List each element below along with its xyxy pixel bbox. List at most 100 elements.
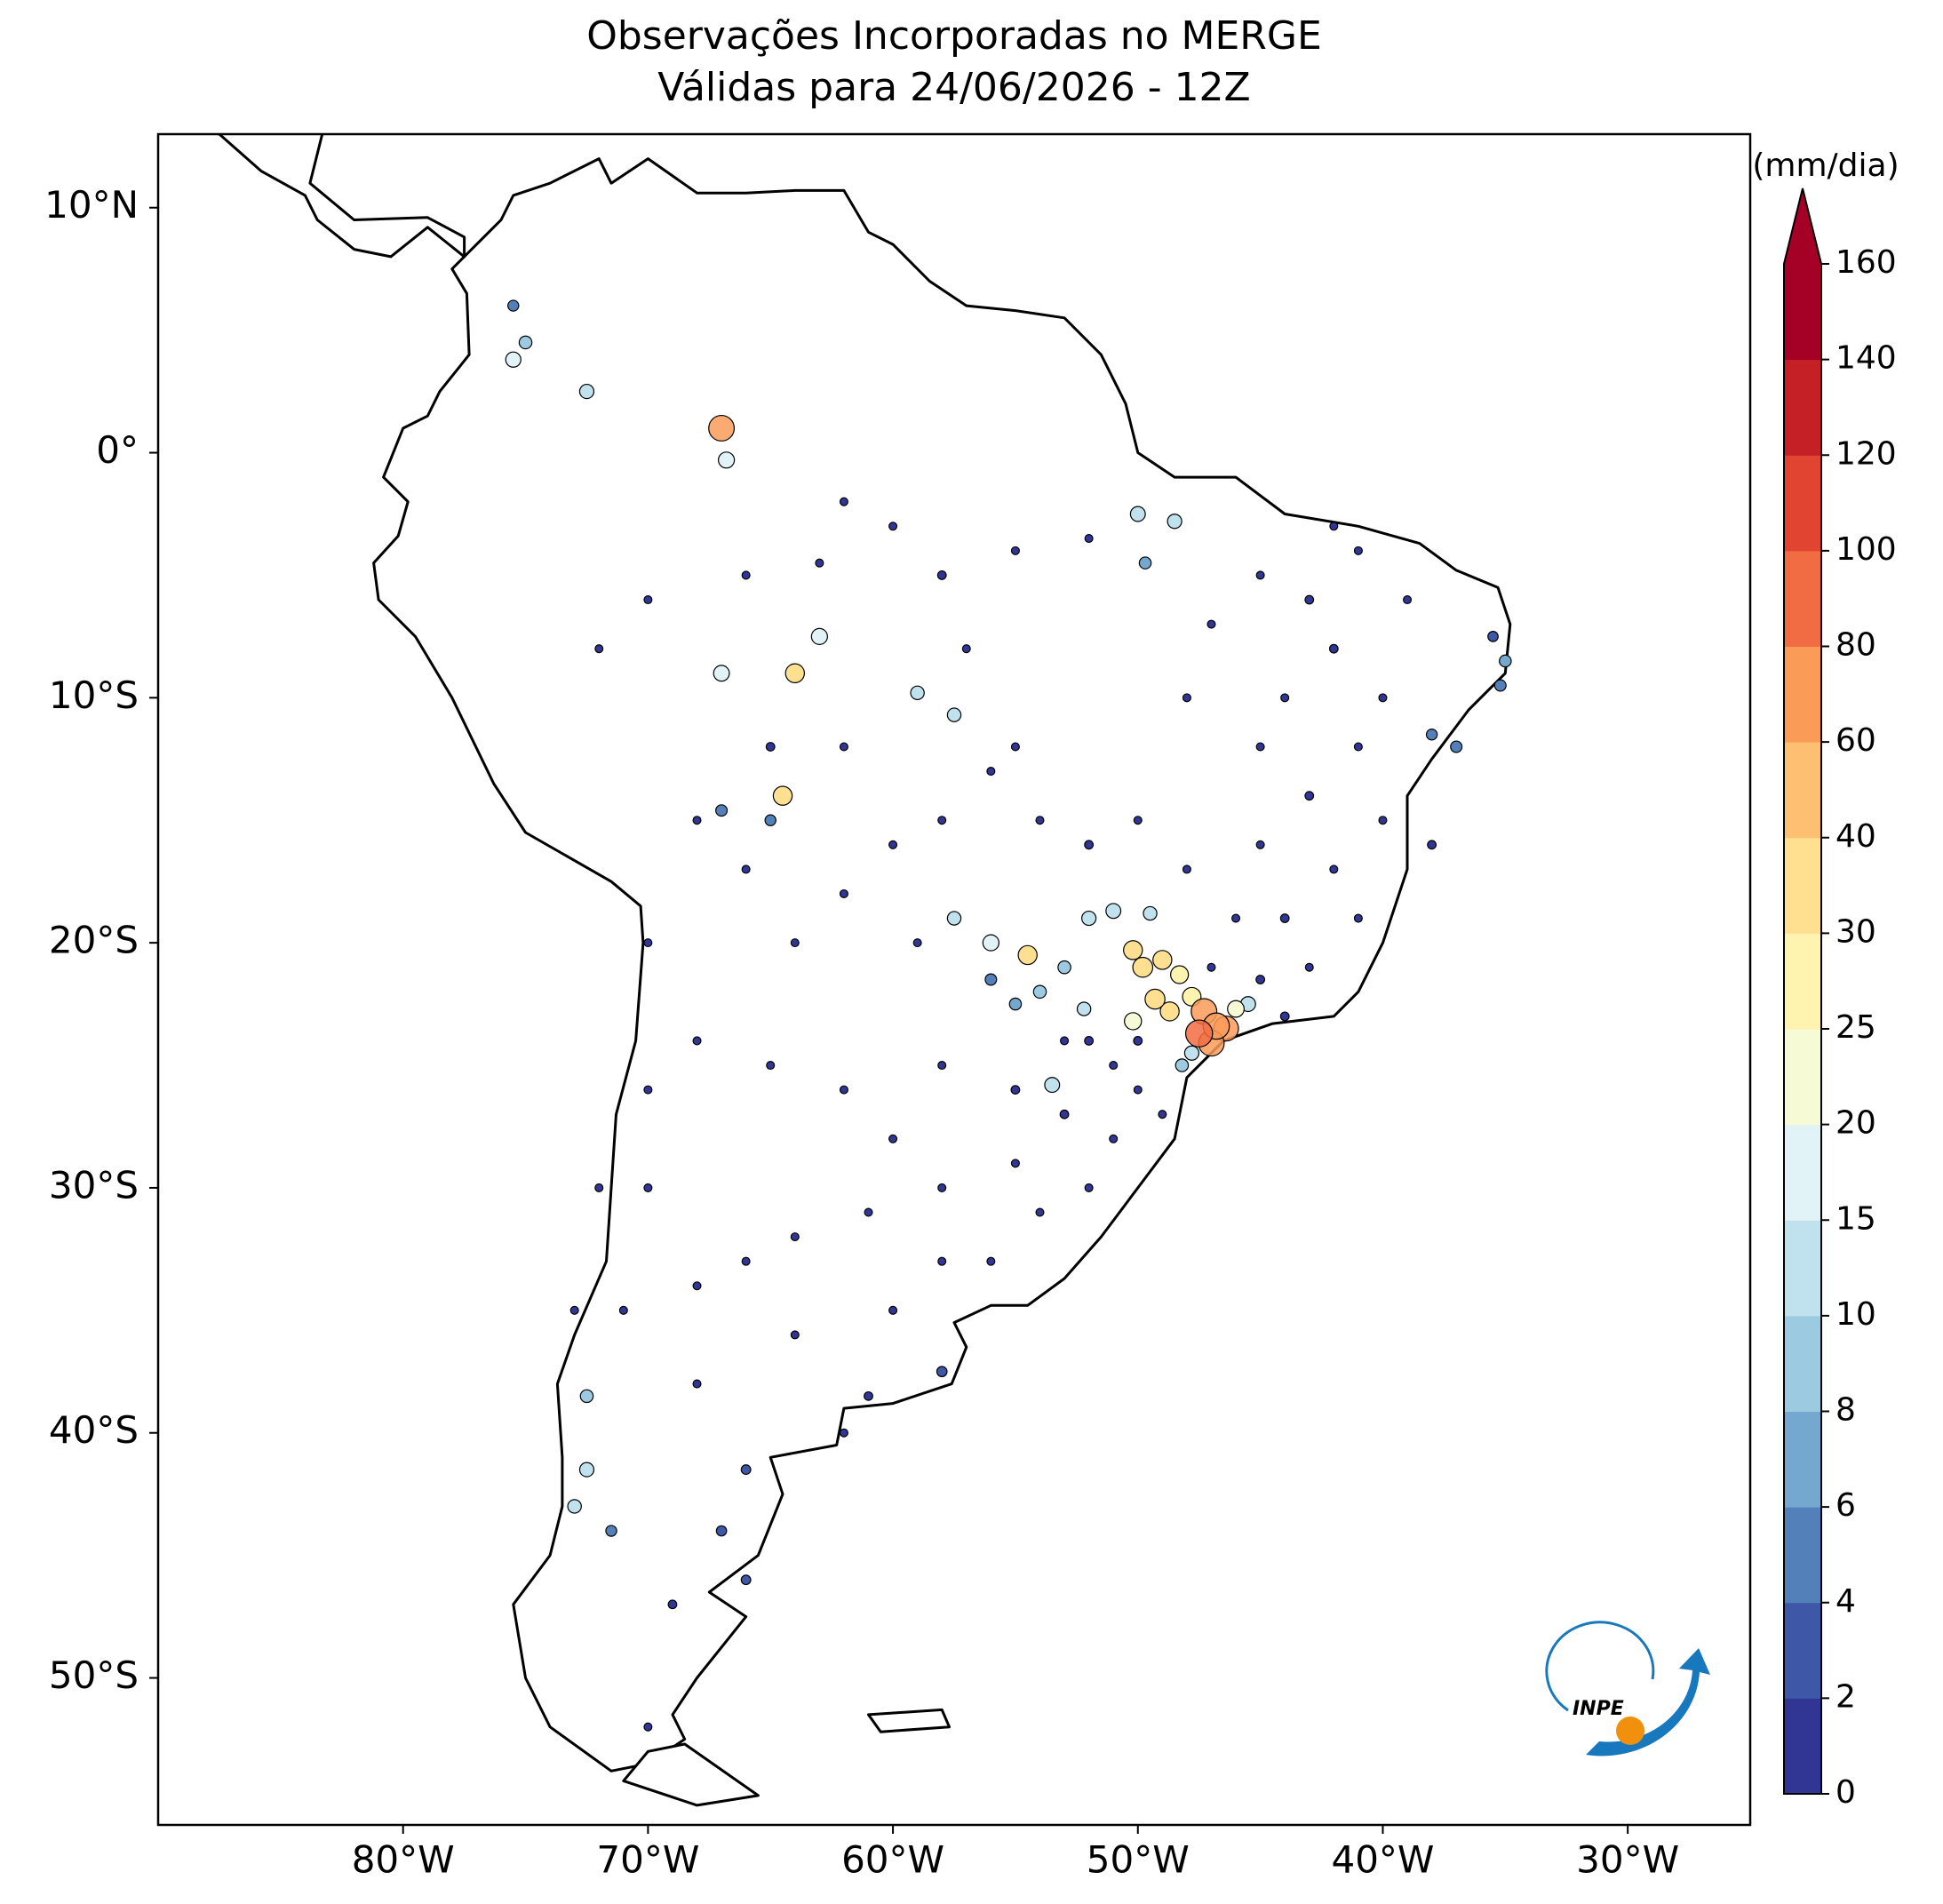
logo-orbit (1545, 1621, 1655, 1712)
observation-point (692, 816, 702, 825)
observation-point (579, 1389, 594, 1404)
colorbar-segment (1784, 1220, 1821, 1317)
observation-point (937, 1256, 947, 1266)
observation-point (937, 1183, 947, 1192)
observation-point (717, 451, 736, 469)
colorbar-tick-label: 8 (1835, 1392, 1856, 1429)
observation-point (1124, 1012, 1143, 1031)
observation-point (1081, 910, 1097, 927)
observation-point (1231, 913, 1241, 923)
observation-point (1032, 984, 1047, 1000)
observation-point (1109, 1061, 1119, 1071)
observation-point (839, 1085, 848, 1095)
observation-point (1227, 1000, 1245, 1018)
observation-point (1493, 679, 1507, 692)
observations (505, 299, 1512, 1732)
observation-point (643, 594, 653, 605)
observation-point (1499, 654, 1512, 668)
observation-point (946, 911, 962, 926)
observation-point (961, 644, 971, 654)
colorbar-tick-label: 80 (1835, 627, 1876, 664)
observation-point (713, 665, 730, 682)
observation-point (692, 1281, 702, 1291)
observation-point (888, 522, 898, 531)
colorbar-segment (1784, 1029, 1821, 1126)
colorbar-extend (1784, 188, 1821, 264)
observation-point (1304, 962, 1314, 972)
colorbar-tick-label: 4 (1835, 1583, 1856, 1620)
observation-point (888, 1305, 898, 1315)
observation-point (1304, 791, 1315, 801)
observation-point (1008, 997, 1023, 1011)
observation-point (740, 1464, 752, 1476)
observation-point (569, 1305, 579, 1315)
observation-point (984, 973, 998, 986)
observation-point (1487, 631, 1499, 642)
observation-point (505, 351, 522, 368)
observation-point (643, 938, 653, 948)
observation-point (1044, 1077, 1061, 1094)
observation-point (839, 742, 848, 752)
observation-point (1403, 594, 1413, 605)
observation-point (605, 1525, 617, 1537)
chart-title: Observações Incorporadas no MERGE (586, 13, 1322, 59)
observation-point (1158, 1110, 1167, 1119)
observation-point (594, 644, 604, 654)
colorbar-tick-label: 15 (1835, 1200, 1876, 1237)
observation-point (741, 570, 751, 580)
observation-point (692, 1379, 702, 1389)
observation-point (1167, 514, 1183, 530)
colorbar-segment (1784, 1698, 1821, 1795)
observation-point (1060, 1036, 1070, 1046)
observation-point (1109, 1134, 1119, 1143)
observation-point (790, 1330, 800, 1340)
observation-point (764, 814, 776, 826)
observation-point (888, 840, 898, 849)
y-tick-label: 0° (96, 428, 139, 472)
colorbar-segment (1784, 550, 1821, 647)
y-tick-label: 30°S (49, 1163, 139, 1207)
observation-point (567, 1499, 582, 1514)
colorbar-segment (1784, 1124, 1821, 1221)
observation-point (1378, 816, 1388, 825)
observation-point (643, 1085, 653, 1095)
observation-point (1084, 1036, 1095, 1046)
y-tick-label: 40°S (49, 1408, 139, 1452)
observation-point (864, 1390, 873, 1401)
observation-point (1279, 1011, 1290, 1022)
x-tick-label: 40°W (1331, 1838, 1434, 1882)
observation-point (1133, 1085, 1143, 1095)
logo-text: INPE (1573, 1698, 1624, 1720)
observation-point (1206, 962, 1216, 972)
observation-point (1084, 840, 1095, 850)
observation-point (1353, 742, 1363, 752)
observation-point (839, 1428, 848, 1438)
observation-point (1280, 693, 1290, 703)
observation-point (1425, 729, 1438, 741)
observation-point (1279, 913, 1290, 923)
observation-point (790, 938, 800, 948)
observation-point (1133, 1036, 1143, 1046)
observation-point (815, 558, 824, 568)
observation-point (839, 888, 848, 898)
observation-point (946, 707, 962, 722)
observation-point (1159, 1001, 1180, 1022)
observation-point (1132, 956, 1154, 978)
colorbar-tick-label: 120 (1835, 435, 1897, 472)
observation-point (1144, 988, 1166, 1010)
observation-point (1105, 903, 1122, 920)
observation-point (937, 816, 947, 825)
observation-point (1450, 740, 1463, 753)
observation-point (518, 335, 533, 350)
observation-point (1035, 1207, 1045, 1217)
colorbar-segment (1784, 933, 1821, 1030)
colorbar-tick-label: 20 (1835, 1105, 1876, 1142)
colorbar-outline (1783, 187, 1822, 1795)
observation-point (790, 1232, 800, 1242)
observation-point (1133, 816, 1143, 825)
observation-point (766, 1061, 776, 1071)
observation-point (936, 1366, 948, 1378)
observation-point (1170, 965, 1190, 984)
observation-point (982, 934, 999, 952)
observation-point (888, 1134, 898, 1143)
